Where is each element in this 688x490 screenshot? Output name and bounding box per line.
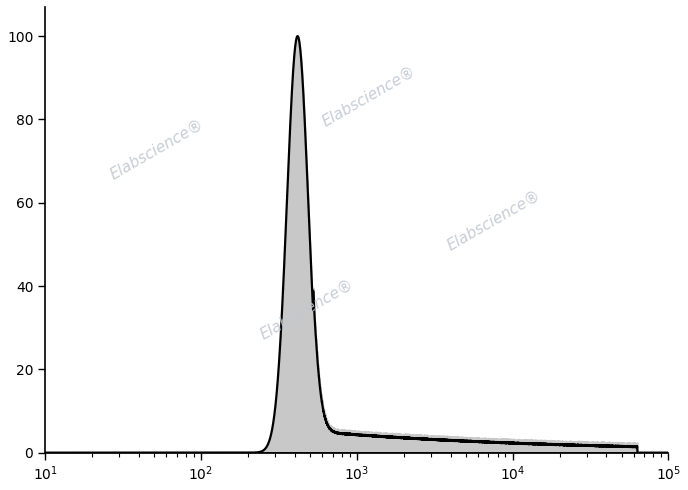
Text: Elabscience®: Elabscience® [108,117,207,182]
Text: Elabscience®: Elabscience® [444,188,544,254]
Text: Elabscience®: Elabscience® [257,277,356,343]
Text: Elabscience®: Elabscience® [320,63,419,129]
